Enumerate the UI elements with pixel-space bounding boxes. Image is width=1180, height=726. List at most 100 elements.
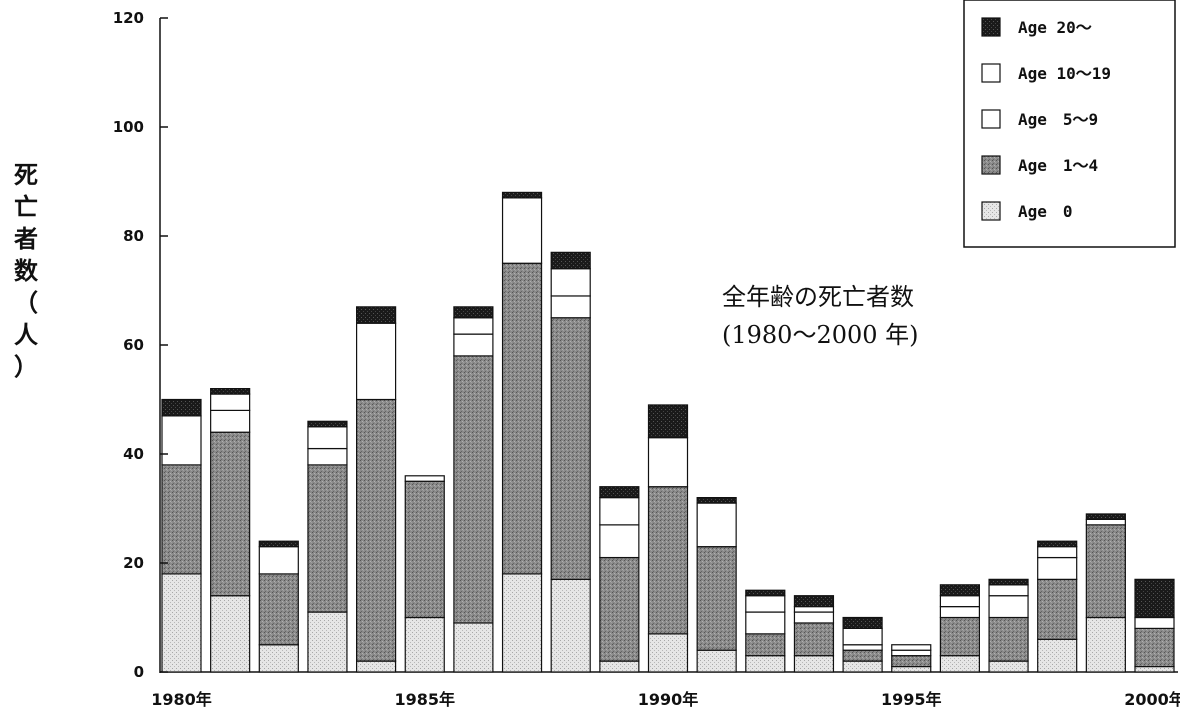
bar-segment-age-0	[356, 660, 397, 673]
bar-1991	[696, 497, 737, 673]
x-tick-label: 1995年	[881, 690, 942, 709]
bar-segment-age-20-plus	[1085, 513, 1126, 521]
x-tick-label: 2000年	[1124, 690, 1180, 709]
bar-segment-age-0	[1037, 638, 1078, 673]
bar-1994	[842, 616, 883, 673]
bar-segment-age-20-plus	[1134, 578, 1175, 619]
legend-swatch	[981, 201, 1001, 221]
legend-swatch	[981, 109, 1001, 129]
bar-1998	[1037, 540, 1078, 673]
bar-segment-age-1-4	[1037, 578, 1078, 640]
bar-segment-age-1-4	[501, 262, 543, 575]
bar-segment-age-20-plus	[501, 191, 543, 199]
legend-entry-label: Age 5～9	[1018, 110, 1098, 129]
bar-segment-age-1-4	[793, 622, 835, 657]
bar-1980	[161, 398, 202, 673]
legend-swatch	[981, 63, 1001, 83]
bar-segment-age-10-19	[501, 197, 543, 264]
legend-entry-label: Age 1～4	[1018, 156, 1098, 175]
bar-segment-age-0	[891, 665, 932, 673]
bar-segment-age-20-plus	[550, 251, 591, 270]
bar-segment-age-5-9	[793, 611, 835, 624]
bar-segment-age-10-19	[1037, 546, 1078, 559]
y-tick-label: 100	[113, 118, 144, 136]
bar-segment-age-1-4	[647, 486, 689, 635]
y-axis-label: 死亡者数（人）	[14, 161, 39, 381]
bar-1990	[647, 404, 689, 673]
bar-segment-age-0	[1085, 616, 1126, 673]
bar-segment-age-0	[745, 655, 786, 673]
bar-segment-age-0	[842, 660, 883, 673]
bar-segment-age-1-4	[1085, 524, 1126, 619]
legend-swatch	[981, 155, 1001, 175]
bar-segment-age-10-19	[745, 595, 786, 613]
bar-segment-age-20-plus	[356, 306, 397, 324]
bar-segment-age-20-plus	[307, 420, 348, 428]
bar-segment-age-10-19	[891, 644, 932, 651]
bar-2000	[1134, 578, 1175, 673]
bar-segment-age-5-9	[1037, 556, 1078, 580]
bar-segment-age-20-plus	[599, 486, 640, 499]
bar-segment-age-1-4	[550, 317, 591, 580]
bar-1981	[210, 388, 251, 673]
legend-entry-label: Age 10～19	[1018, 64, 1111, 83]
x-tick-label: 1990年	[638, 690, 699, 709]
bar-segment-age-1-4	[939, 616, 981, 657]
legend-entry-label: Age 0	[1018, 202, 1073, 221]
bar-segment-age-10-19	[1085, 518, 1126, 526]
bar-segment-age-20-plus	[1037, 540, 1078, 548]
y-axis-label-text: 死亡者数（人）	[14, 161, 39, 381]
bar-segment-age-0	[647, 633, 689, 673]
annotation-line-1: 全年齢の死亡者数	[722, 283, 914, 311]
y-tick-label: 20	[123, 554, 144, 572]
bar-segment-age-5-9	[745, 611, 786, 635]
x-tick-label: 1980年	[151, 690, 212, 709]
bar-segment-age-1-4	[210, 431, 251, 597]
bar-1999	[1085, 513, 1126, 673]
bar-segment-age-1-4	[842, 649, 883, 662]
bar-segment-age-10-19	[647, 437, 689, 488]
bar-segment-age-1-4	[891, 655, 932, 668]
bar-segment-age-10-19	[161, 415, 202, 466]
bar-segment-age-1-4	[988, 616, 1029, 662]
bar-segment-age-20-plus	[453, 306, 494, 319]
bar-segment-age-10-19	[356, 322, 397, 401]
bar-segment-age-0	[404, 616, 445, 673]
bar-segment-age-10-19	[988, 584, 1029, 597]
bar-segment-age-1-4	[453, 355, 494, 624]
bar-segment-age-1-4	[307, 464, 348, 613]
bar-segment-age-1-4	[1134, 627, 1175, 668]
x-axis-ticks: 1980年 1985年 1990年 1995年 2000年	[151, 690, 1180, 709]
bar-segment-age-20-plus	[696, 497, 737, 504]
bar-1987	[501, 191, 543, 673]
bar-segment-age-5-9	[307, 447, 348, 466]
bar-1982	[258, 540, 299, 673]
annotation-line-2: (1980～2000 年)	[722, 321, 919, 349]
bar-segment-age-5-9	[453, 333, 494, 357]
bar-segment-age-0	[939, 655, 981, 673]
bar-segment-age-0	[599, 660, 640, 673]
bar-1984	[356, 306, 397, 673]
bar-segment-age-5-9	[599, 524, 640, 559]
bar-1986	[453, 306, 494, 673]
legend-swatch	[981, 17, 1001, 37]
bar-segment-age-0	[453, 622, 494, 673]
bar-segment-age-5-9	[891, 649, 932, 657]
bar-1997	[988, 578, 1029, 673]
bar-segment-age-0	[696, 649, 737, 673]
legend-entry-label: Age 20～	[1018, 18, 1092, 37]
bar-segment-age-10-19	[939, 595, 981, 608]
bar-segment-age-20-plus	[210, 388, 251, 395]
bar-segment-age-5-9	[939, 605, 981, 619]
bar-segment-age-1-4	[696, 546, 737, 651]
bar-segment-age-10-19	[696, 502, 737, 548]
bar-segment-age-20-plus	[988, 578, 1029, 586]
y-tick-label: 120	[113, 9, 144, 27]
bar-segment-age-0	[501, 573, 543, 673]
bar-1983	[307, 420, 348, 673]
bar-1985	[404, 475, 445, 673]
chart-annotation: 全年齢の死亡者数 (1980～2000 年)	[722, 283, 919, 349]
y-tick-label: 60	[123, 336, 144, 354]
bar-segment-age-10-19	[842, 627, 883, 646]
